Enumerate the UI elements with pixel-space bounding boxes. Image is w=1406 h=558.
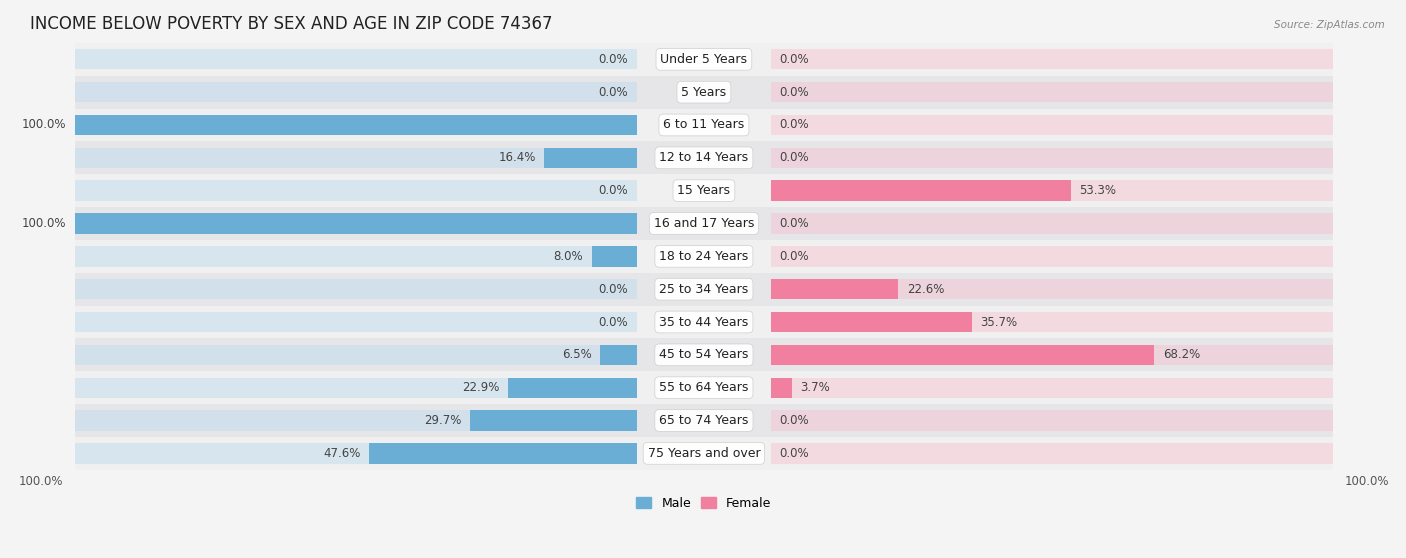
Text: 75 Years and over: 75 Years and over: [648, 447, 761, 460]
Text: 12 to 14 Years: 12 to 14 Years: [659, 151, 748, 164]
Text: 0.0%: 0.0%: [599, 184, 628, 197]
Bar: [370, 443, 637, 464]
Bar: [772, 345, 1333, 365]
Text: 0.0%: 0.0%: [599, 283, 628, 296]
Text: 53.3%: 53.3%: [1078, 184, 1116, 197]
Bar: [772, 345, 1154, 365]
Bar: [772, 312, 972, 332]
Bar: [75, 246, 637, 267]
Text: Source: ZipAtlas.com: Source: ZipAtlas.com: [1274, 20, 1385, 30]
Text: 100.0%: 100.0%: [22, 118, 66, 132]
Bar: [75, 115, 637, 135]
Bar: [75, 213, 637, 234]
Bar: [772, 378, 1333, 398]
Text: 0.0%: 0.0%: [599, 85, 628, 99]
Bar: [592, 246, 637, 267]
Bar: [75, 180, 637, 201]
Bar: [75, 306, 1333, 339]
Bar: [75, 339, 1333, 371]
Text: 0.0%: 0.0%: [599, 53, 628, 66]
Text: 65 to 74 Years: 65 to 74 Years: [659, 414, 748, 427]
Bar: [75, 312, 637, 332]
Bar: [508, 378, 637, 398]
Bar: [772, 180, 1333, 201]
Bar: [75, 443, 637, 464]
Text: 0.0%: 0.0%: [780, 53, 810, 66]
Text: 0.0%: 0.0%: [780, 447, 810, 460]
Text: 16.4%: 16.4%: [499, 151, 536, 164]
Bar: [75, 141, 1333, 174]
Bar: [75, 49, 637, 70]
Bar: [75, 148, 637, 168]
Bar: [772, 312, 1333, 332]
Bar: [75, 207, 1333, 240]
Bar: [470, 410, 637, 431]
Bar: [772, 115, 1333, 135]
Text: 0.0%: 0.0%: [780, 414, 810, 427]
Text: 100.0%: 100.0%: [22, 217, 66, 230]
Text: Under 5 Years: Under 5 Years: [661, 53, 748, 66]
Bar: [75, 404, 1333, 437]
Bar: [772, 410, 1333, 431]
Bar: [75, 279, 637, 299]
Legend: Male, Female: Male, Female: [631, 492, 776, 515]
Text: 0.0%: 0.0%: [780, 250, 810, 263]
Bar: [75, 174, 1333, 207]
Text: 6 to 11 Years: 6 to 11 Years: [664, 118, 745, 132]
Text: 16 and 17 Years: 16 and 17 Years: [654, 217, 754, 230]
Text: 47.6%: 47.6%: [323, 447, 361, 460]
Bar: [772, 443, 1333, 464]
Bar: [75, 213, 637, 234]
Bar: [75, 378, 637, 398]
Bar: [772, 82, 1333, 102]
Text: 0.0%: 0.0%: [599, 315, 628, 329]
Bar: [772, 213, 1333, 234]
Bar: [772, 279, 1333, 299]
Text: 55 to 64 Years: 55 to 64 Years: [659, 381, 748, 394]
Bar: [75, 109, 1333, 141]
Text: 25 to 34 Years: 25 to 34 Years: [659, 283, 748, 296]
Bar: [544, 148, 637, 168]
Bar: [600, 345, 637, 365]
Bar: [772, 148, 1333, 168]
Bar: [772, 378, 792, 398]
Bar: [75, 115, 637, 135]
Bar: [772, 49, 1333, 70]
Bar: [75, 240, 1333, 273]
Bar: [772, 246, 1333, 267]
Bar: [772, 180, 1070, 201]
Text: 68.2%: 68.2%: [1163, 348, 1199, 362]
Text: 0.0%: 0.0%: [780, 151, 810, 164]
Text: 0.0%: 0.0%: [780, 217, 810, 230]
Bar: [772, 279, 898, 299]
Bar: [75, 273, 1333, 306]
Text: 0.0%: 0.0%: [780, 118, 810, 132]
Bar: [75, 43, 1333, 76]
Text: 18 to 24 Years: 18 to 24 Years: [659, 250, 748, 263]
Text: 15 Years: 15 Years: [678, 184, 730, 197]
Bar: [75, 76, 1333, 109]
Bar: [75, 371, 1333, 404]
Bar: [75, 345, 637, 365]
Bar: [75, 82, 637, 102]
Text: 45 to 54 Years: 45 to 54 Years: [659, 348, 748, 362]
Text: 6.5%: 6.5%: [562, 348, 592, 362]
Text: 0.0%: 0.0%: [780, 85, 810, 99]
Text: 3.7%: 3.7%: [800, 381, 831, 394]
Bar: [75, 437, 1333, 470]
Text: 35.7%: 35.7%: [980, 315, 1018, 329]
Text: 22.6%: 22.6%: [907, 283, 943, 296]
Text: 5 Years: 5 Years: [682, 85, 727, 99]
Text: 22.9%: 22.9%: [463, 381, 499, 394]
Bar: [75, 410, 637, 431]
Text: INCOME BELOW POVERTY BY SEX AND AGE IN ZIP CODE 74367: INCOME BELOW POVERTY BY SEX AND AGE IN Z…: [30, 15, 553, 33]
Text: 8.0%: 8.0%: [554, 250, 583, 263]
Text: 29.7%: 29.7%: [425, 414, 461, 427]
Text: 35 to 44 Years: 35 to 44 Years: [659, 315, 748, 329]
